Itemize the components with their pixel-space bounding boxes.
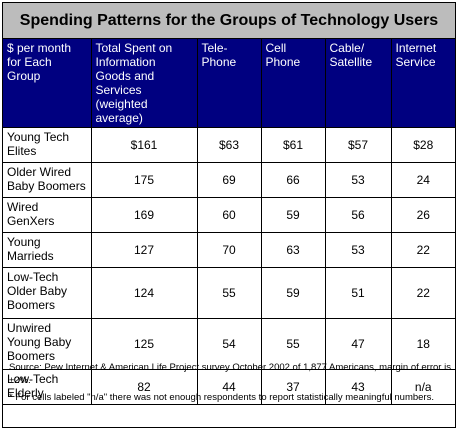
table-row: Low-Tech Older Baby Boomers 124 55 59 51… xyxy=(3,267,455,319)
total-spent-cell: 169 xyxy=(90,197,198,233)
cell-phone-cell: 37 xyxy=(260,369,326,405)
telephone-cell: 69 xyxy=(196,162,262,198)
cell-phone-cell: 66 xyxy=(260,162,326,198)
table-row: Unwired Young Baby Boomers 125 54 55 47 … xyxy=(3,318,455,370)
table-row: Young Marrieds 127 70 63 53 22 xyxy=(3,232,455,268)
source-note: Source: Pew Internet & American Life Pro… xyxy=(9,362,451,386)
total-spent-cell: 82 xyxy=(90,369,198,405)
internet-service-cell: 22 xyxy=(390,267,455,319)
table-notes: Source: Pew Internet & American Life Pro… xyxy=(3,358,455,408)
group-name-cell: Older Wired Baby Boomers xyxy=(3,162,92,198)
cell-phone-cell: 59 xyxy=(260,267,326,319)
group-name-cell: Young Tech Elites xyxy=(3,127,92,163)
cable-satellite-cell: 51 xyxy=(324,267,392,319)
internet-service-cell: 18 xyxy=(390,318,455,370)
internet-service-cell: 22 xyxy=(390,232,455,268)
table-row: Wired GenXers 169 60 59 56 26 xyxy=(3,197,455,233)
internet-service-cell: $28 xyxy=(390,127,455,163)
column-header-total-spent: Total Spent on Information Goods and Ser… xyxy=(90,39,198,128)
cable-satellite-cell: 53 xyxy=(324,232,392,268)
column-header-group: $ per month for Each Group xyxy=(3,39,92,128)
group-name-cell: Unwired Young Baby Boomers xyxy=(3,318,92,370)
cable-satellite-cell: 56 xyxy=(324,197,392,233)
cell-phone-cell: $61 xyxy=(260,127,326,163)
group-name-cell: Low-Tech Older Baby Boomers xyxy=(3,267,92,319)
cable-satellite-cell: 53 xyxy=(324,162,392,198)
total-spent-cell: 124 xyxy=(90,267,198,319)
column-header-cell-phone: Cell Phone xyxy=(260,39,326,128)
internet-service-cell: 26 xyxy=(390,197,455,233)
table-row: Low-Tech Elderly 82 44 37 43 n/a xyxy=(3,369,455,405)
table-title: Spending Patterns for the Groups of Tech… xyxy=(3,3,455,39)
telephone-cell: 55 xyxy=(196,267,262,319)
header-row: $ per month for Each Group Total Spent o… xyxy=(3,39,455,128)
total-spent-cell: 125 xyxy=(90,318,198,370)
column-header-internet-service: Internet Service xyxy=(390,39,455,128)
footnote: * For cells labeled "n/a" there was not … xyxy=(9,392,434,403)
telephone-cell: 70 xyxy=(196,232,262,268)
table-row: Older Wired Baby Boomers 175 69 66 53 24 xyxy=(3,162,455,198)
telephone-cell: 60 xyxy=(196,197,262,233)
cable-satellite-cell: 47 xyxy=(324,318,392,370)
group-name-cell: Wired GenXers xyxy=(3,197,92,233)
cell-phone-cell: 55 xyxy=(260,318,326,370)
cell-phone-cell: 59 xyxy=(260,197,326,233)
telephone-cell: 44 xyxy=(196,369,262,405)
table-row: Young Tech Elites $161 $63 $61 $57 $28 xyxy=(3,127,455,163)
internet-service-cell: 24 xyxy=(390,162,455,198)
telephone-cell: $63 xyxy=(196,127,262,163)
total-spent-cell: 127 xyxy=(90,232,198,268)
total-spent-cell: 175 xyxy=(90,162,198,198)
spending-table: $ per month for Each Group Total Spent o… xyxy=(3,39,455,405)
cell-phone-cell: 63 xyxy=(260,232,326,268)
column-header-telephone: Tele-Phone xyxy=(196,39,262,128)
cable-satellite-cell: $57 xyxy=(324,127,392,163)
cable-satellite-cell: 43 xyxy=(324,369,392,405)
group-name-cell: Young Marrieds xyxy=(3,232,92,268)
total-spent-cell: $161 xyxy=(90,127,198,163)
internet-service-cell: n/a xyxy=(390,369,455,405)
column-header-cable-satellite: Cable/ Satellite xyxy=(324,39,392,128)
